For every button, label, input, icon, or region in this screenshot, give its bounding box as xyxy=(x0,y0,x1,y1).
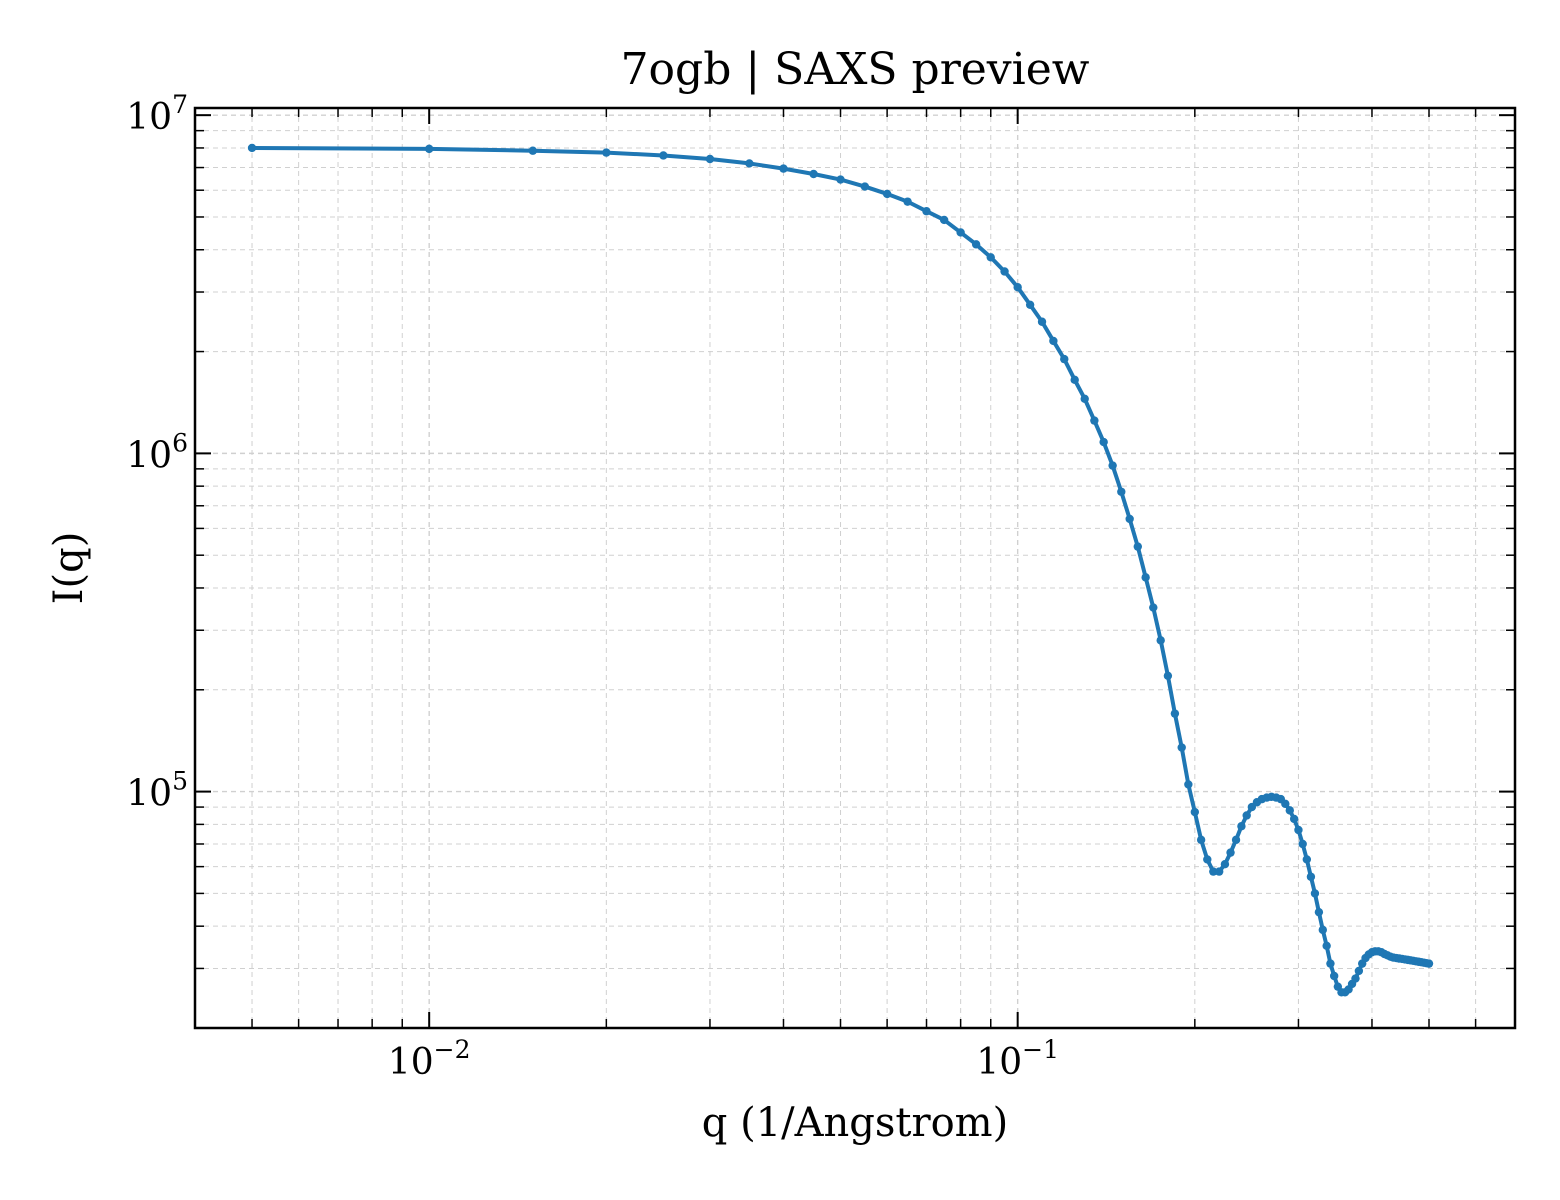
data-point xyxy=(1156,636,1165,645)
data-point xyxy=(1209,867,1218,876)
data-point xyxy=(1289,814,1299,824)
data-point xyxy=(1318,925,1328,935)
data-point xyxy=(1037,317,1047,326)
data-point xyxy=(1141,573,1150,582)
ticks: 10−2 10−1 105 106 107 xyxy=(126,90,1515,1083)
data-point xyxy=(745,159,754,168)
data-point xyxy=(1329,971,1339,981)
data-point xyxy=(1184,780,1193,789)
data-point xyxy=(836,175,845,184)
chart-title: 7ogb | SAXS preview xyxy=(621,44,1090,95)
data-point xyxy=(1163,671,1173,680)
data-point xyxy=(1298,839,1307,849)
data-point xyxy=(1099,437,1108,447)
data-point xyxy=(1133,542,1142,551)
data-point xyxy=(1070,375,1079,385)
data-point xyxy=(1060,354,1069,364)
data-point xyxy=(1196,835,1206,845)
data-point xyxy=(1351,974,1360,983)
data-point xyxy=(1354,966,1364,976)
data-point xyxy=(1170,709,1180,718)
data-point xyxy=(809,169,818,179)
data-point xyxy=(1322,941,1331,951)
x-tick-label: 10−1 xyxy=(976,1035,1059,1083)
series-layer xyxy=(247,143,1434,997)
y-axis-label: I(q) xyxy=(46,532,92,605)
data-point xyxy=(1090,416,1099,425)
data-point xyxy=(1108,461,1117,470)
x-axis-label: q (1/Angstrom) xyxy=(702,1100,1008,1146)
y-tick-label: 107 xyxy=(126,90,188,138)
data-point xyxy=(1117,487,1126,496)
data-point xyxy=(779,164,788,173)
data-point xyxy=(986,253,995,262)
data-point xyxy=(956,228,965,237)
data-point xyxy=(1080,394,1089,404)
data-point xyxy=(903,197,912,206)
data-point xyxy=(1226,848,1235,857)
data-point xyxy=(1231,835,1241,845)
data-point xyxy=(1149,603,1158,612)
data-point xyxy=(939,215,949,225)
grid xyxy=(194,108,1515,1029)
data-point xyxy=(1314,907,1324,917)
data-point xyxy=(860,182,870,191)
data-point xyxy=(1125,514,1134,524)
data-point xyxy=(1177,743,1186,752)
data-point xyxy=(1049,336,1058,346)
y-tick-label: 106 xyxy=(126,428,188,476)
data-point xyxy=(1025,300,1035,309)
data-point xyxy=(1220,860,1230,869)
data-point xyxy=(1242,811,1251,820)
data-point xyxy=(971,240,981,249)
data-point xyxy=(922,207,931,216)
plot-frame xyxy=(193,106,1517,1030)
data-point xyxy=(424,144,434,154)
x-tick-label: 10−2 xyxy=(388,1035,471,1083)
data-point xyxy=(659,151,668,160)
data-point xyxy=(1013,282,1022,292)
data-point xyxy=(1424,959,1434,968)
data-point xyxy=(1285,806,1294,815)
data-point xyxy=(1203,855,1212,864)
data-point xyxy=(882,189,892,199)
data-point xyxy=(1294,825,1303,835)
data-point xyxy=(1190,807,1200,817)
data-point xyxy=(602,148,611,157)
data-point xyxy=(1310,889,1320,898)
data-point xyxy=(1237,822,1246,831)
data-point xyxy=(528,146,538,155)
data-point xyxy=(1306,872,1316,881)
data-point xyxy=(247,143,257,153)
data-point xyxy=(705,154,715,164)
data-point xyxy=(1214,867,1224,876)
data-point xyxy=(1000,267,1009,276)
data-point xyxy=(1326,959,1335,968)
y-tick-label: 105 xyxy=(126,767,188,815)
data-point xyxy=(1281,799,1290,809)
data-point xyxy=(1302,855,1312,864)
